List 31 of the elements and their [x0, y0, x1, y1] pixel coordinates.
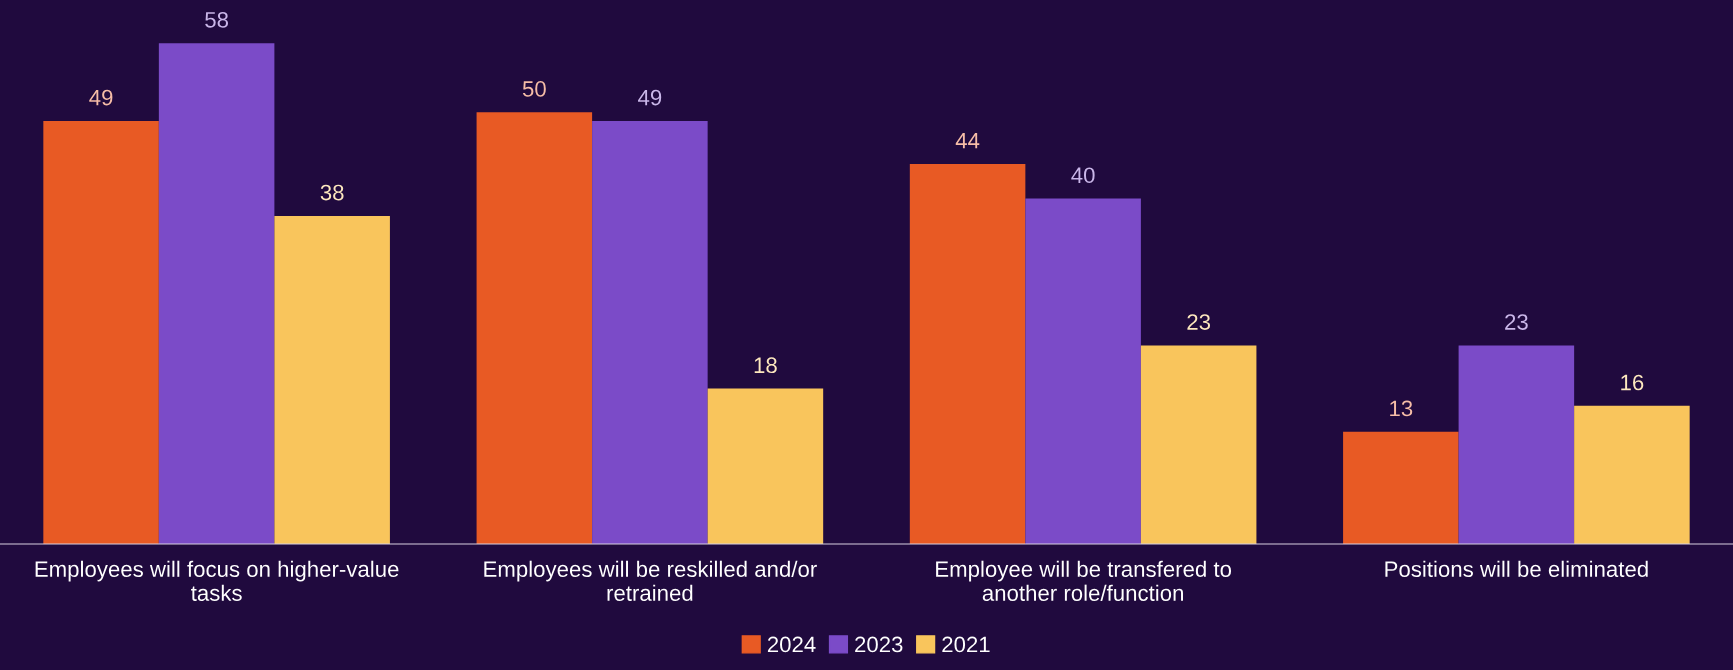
bar [1343, 431, 1459, 545]
legend-label: 2024 [767, 636, 816, 653]
bar [158, 43, 275, 545]
bar [592, 120, 708, 545]
bar [274, 215, 390, 545]
bar [476, 112, 593, 545]
bar [43, 120, 159, 545]
legend-label: 2023 [855, 636, 903, 653]
x-tick-label: Positions will be eliminated [1385, 560, 1648, 578]
data-label: 13 [1390, 400, 1413, 417]
bar [707, 388, 824, 545]
data-label: 49 [638, 89, 662, 106]
bar [1025, 198, 1141, 545]
x-tick-label: Employee will be transfered to another role/function [936, 560, 1232, 601]
data-label: 23 [1505, 314, 1528, 330]
bar [1574, 405, 1690, 545]
bar [1140, 345, 1257, 545]
data-label: 49 [89, 89, 113, 106]
data-label: 44 [955, 133, 980, 149]
data-label: 23 [1187, 314, 1211, 330]
x-tick-label: Employees will focus on higher-value tasks [35, 560, 399, 601]
data-label: 58 [205, 11, 229, 28]
bar [1458, 345, 1575, 545]
data-label: 50 [522, 81, 546, 97]
data-label: 16 [1621, 374, 1644, 391]
data-label: 40 [1071, 167, 1095, 184]
data-label: 38 [320, 184, 344, 201]
bar [909, 164, 1026, 545]
legend-label: 2021 [942, 636, 990, 653]
x-tick-label: Employees will be reskilled and/or retrained [484, 560, 817, 601]
data-label: 18 [754, 357, 777, 374]
